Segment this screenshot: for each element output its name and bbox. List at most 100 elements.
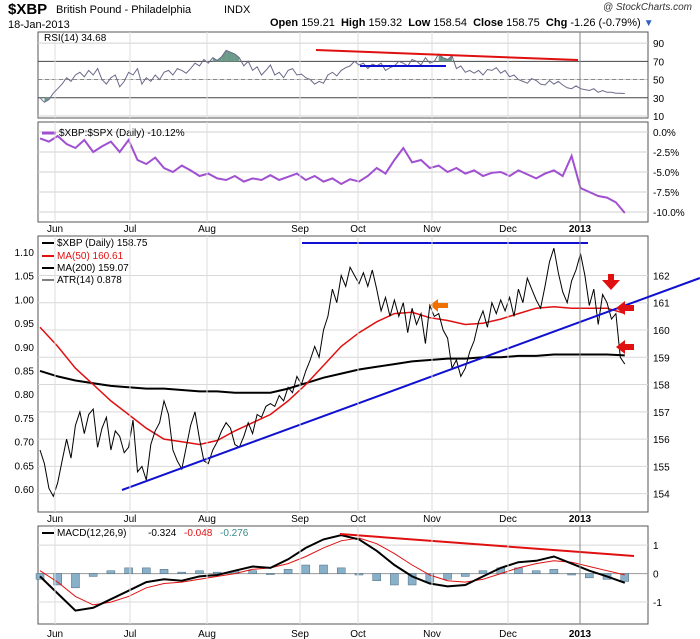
month-label: Nov	[423, 224, 441, 235]
price-left-tick: 0.85	[15, 367, 35, 378]
price-left-tick: 0.60	[15, 485, 35, 496]
macd-signal-value: -0.048	[184, 528, 213, 539]
rs-panel: 0.0% -2.5% -5.0% -7.5% -10.0% $XBP:$SPX (Dai…	[37, 121, 685, 223]
month-label: Jul	[124, 514, 137, 525]
month-label: Jun	[47, 629, 63, 639]
price-left-tick: 0.70	[15, 438, 35, 449]
price-right-tick: 162	[653, 271, 670, 282]
exchange: INDX	[224, 4, 251, 16]
month-label: Sep	[291, 224, 309, 235]
macd-histogram-bar	[478, 570, 488, 574]
rsi-tick-label: 70	[653, 57, 665, 68]
month-label: Dec	[499, 224, 517, 235]
rs-tick-label: -2.5%	[653, 148, 679, 159]
dropdown-arrow-icon[interactable]: ▼	[643, 18, 654, 29]
chg-value: -1.26 (-0.79%)	[570, 17, 641, 29]
price-left-tick: 0.90	[15, 343, 35, 354]
red-arrow-left-icon	[616, 340, 634, 354]
month-label: Sep	[291, 629, 309, 639]
month-label: Nov	[423, 629, 441, 639]
price-left-tick: 0.65	[15, 461, 35, 472]
macd-histogram-bar	[461, 573, 470, 577]
macd-histogram-bar	[319, 564, 328, 574]
legend-ma200: MA(200) 159.07	[57, 263, 129, 274]
month-label: Jun	[47, 514, 63, 525]
macd-histogram-bar	[301, 564, 311, 574]
price-left-tick: 0.95	[15, 319, 35, 330]
chg-label: Chg	[545, 17, 568, 29]
rs-tick-label: -5.0%	[653, 168, 679, 179]
macd-value: -0.324	[148, 528, 177, 539]
rsi-tick-label: 50	[653, 76, 665, 87]
macd-x-axis: Jun Jul Aug Sep Oct Nov Dec 2013	[47, 526, 592, 639]
macd-frame	[37, 525, 649, 625]
legend-ma50: MA(50) 160.61	[57, 251, 124, 262]
red-arrow-down-icon	[602, 274, 620, 290]
macd-title: MACD(12,26,9)	[57, 528, 126, 539]
price-left-tick: 0.75	[15, 414, 35, 425]
support-trendline	[121, 277, 700, 491]
price-right-tick: 161	[653, 299, 670, 310]
macd-hist-value: -0.276	[220, 528, 249, 539]
legend-atr: ATR(14) 0.878	[57, 275, 122, 286]
rsi-panel: 10 30 50 70 90 RSI(14) 34.68	[37, 31, 665, 123]
month-label: Dec	[499, 514, 517, 525]
macd-tick-label: 0	[653, 570, 659, 581]
price-left-tick: 1.10	[15, 248, 35, 259]
low-value: 158.54	[433, 17, 467, 29]
price-panel: 0.60 0.65 0.70 0.75 0.80 0.85 0.90 0.95 1.00 1.05…	[15, 235, 700, 513]
month-label: Jul	[124, 629, 137, 639]
macd-histogram-bar	[407, 573, 417, 586]
price-left-tick: 1.00	[15, 295, 35, 306]
rsi-overbought-fill	[438, 54, 444, 62]
macd-histogram-bar	[142, 567, 151, 574]
price-left-tick: 1.05	[15, 272, 35, 283]
watermark: @ StockCharts.com	[602, 2, 692, 13]
ma50-line	[39, 306, 626, 446]
orange-arrow-icon	[430, 299, 448, 312]
close-label: Close	[473, 17, 504, 29]
macd-histogram-bar	[212, 571, 222, 574]
macd-histogram-bar	[159, 569, 169, 574]
price-right-tick: 156	[653, 435, 670, 446]
high-label: High	[340, 17, 366, 29]
month-label: Dec	[499, 629, 517, 639]
price-series-line	[39, 248, 626, 498]
rsi-divergence-line	[315, 49, 579, 61]
macd-signal-line	[39, 537, 625, 606]
macd-tick-label: -1	[653, 598, 662, 609]
macd-legend: MACD(12,26,9) -0.324 -0.048 -0.276	[42, 528, 249, 539]
macd-histogram-bar	[372, 573, 381, 581]
rsi-overbought-fill	[226, 50, 231, 62]
month-label: 2013	[569, 224, 592, 235]
macd-histogram-bar	[71, 573, 80, 589]
date: 18-Jan-2013	[8, 19, 70, 31]
rs-series-line	[39, 134, 626, 214]
close-value: 158.75	[506, 17, 540, 29]
macd-histogram-bar	[336, 567, 346, 574]
macd-histogram-bar	[620, 573, 630, 582]
low-label: Low	[408, 17, 431, 29]
open-label: Open	[270, 17, 299, 29]
month-label: Aug	[198, 224, 216, 235]
high-value: 159.32	[368, 17, 403, 29]
price-right-tick: 154	[653, 490, 670, 501]
macd-histogram-bar	[354, 573, 364, 576]
month-label: Jun	[47, 224, 63, 235]
macd-histogram-bar	[124, 567, 133, 574]
macd-histogram-bar	[443, 573, 452, 580]
ohlc-readout: Open 159.21 High 159.32 Low 158.54 Close…	[270, 17, 654, 29]
rsi-overbought-fill	[230, 52, 235, 62]
month-label: Sep	[291, 514, 309, 525]
rsi-tick-label: 90	[653, 39, 665, 50]
macd-histogram-bar	[106, 570, 116, 574]
rsi-tick-label: 10	[653, 112, 665, 123]
month-label: 2013	[569, 514, 592, 525]
month-label: 2013	[569, 629, 592, 639]
price-right-tick: 159	[653, 353, 670, 364]
price-x-axis: Jun Jul Aug Sep Oct Nov Dec 2013	[47, 236, 592, 525]
macd-divergence-line	[339, 533, 635, 557]
month-label: Jul	[124, 224, 137, 235]
